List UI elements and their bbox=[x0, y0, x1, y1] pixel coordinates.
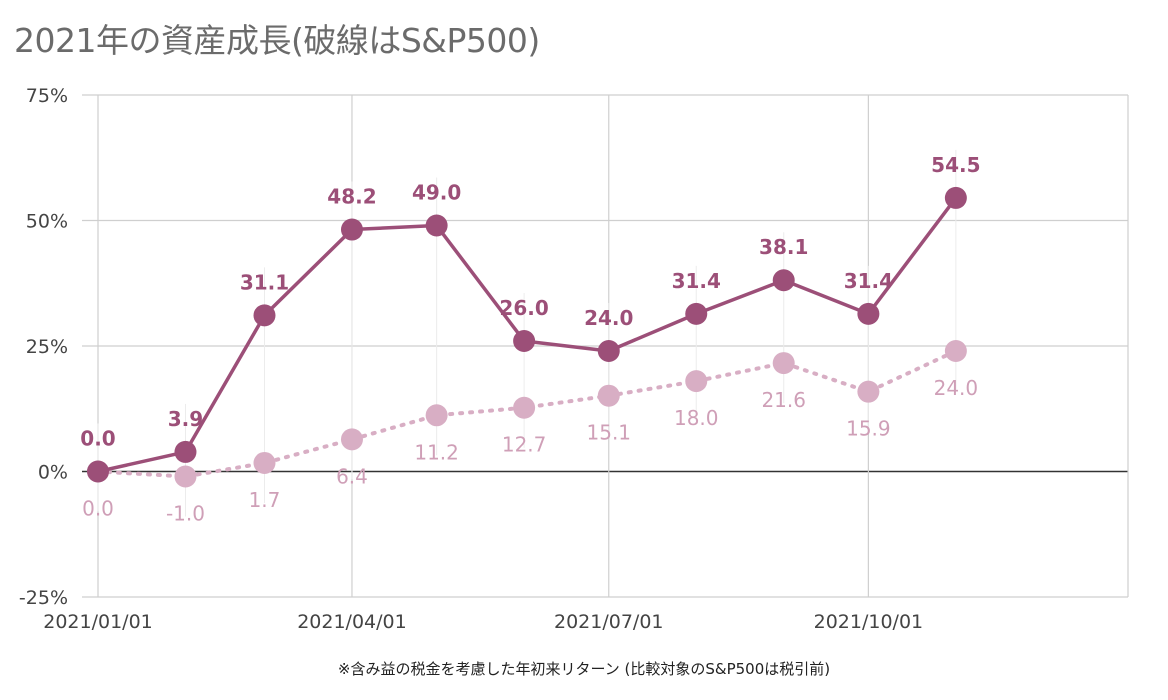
portfolio-data-label: 49.0 bbox=[412, 181, 461, 205]
sp500-data-label: 6.4 bbox=[336, 464, 368, 488]
x-tick-label: 2021/04/01 bbox=[297, 611, 407, 633]
sp500-data-point bbox=[597, 384, 620, 407]
portfolio-data-label: 31.1 bbox=[240, 270, 289, 294]
portfolio-data-label: 38.1 bbox=[759, 235, 808, 259]
portfolio-data-label: 3.9 bbox=[168, 407, 203, 431]
portfolio-data-point bbox=[513, 329, 536, 352]
y-tick-label: 25% bbox=[26, 336, 68, 358]
x-tick-label: 2021/10/01 bbox=[814, 611, 924, 633]
x-tick-label: 2021/07/01 bbox=[554, 611, 664, 633]
portfolio-data-point bbox=[253, 304, 276, 327]
y-tick-label: 50% bbox=[26, 211, 68, 233]
sp500-data-point bbox=[685, 370, 708, 393]
portfolio-data-label: 48.2 bbox=[327, 185, 376, 209]
portfolio-data-label: 24.0 bbox=[584, 306, 633, 330]
sp500-data-point bbox=[772, 352, 795, 375]
sp500-data-label: 1.7 bbox=[249, 488, 281, 512]
sp500-data-label: 12.7 bbox=[502, 433, 547, 457]
portfolio-data-point bbox=[944, 186, 967, 209]
portfolio-data-point bbox=[340, 218, 363, 241]
chart-footnote: ※含み益の税金を考慮した年初来リターン (比較対象のS&P500は税引前) bbox=[337, 660, 831, 678]
sp500-data-point bbox=[944, 340, 967, 363]
portfolio-data-point bbox=[425, 214, 448, 237]
sp500-data-point bbox=[174, 465, 197, 488]
sp500-data-label: 21.6 bbox=[761, 388, 806, 412]
portfolio-data-label: 31.4 bbox=[672, 269, 721, 293]
portfolio-data-point bbox=[597, 340, 620, 363]
portfolio-data-label: 26.0 bbox=[499, 296, 548, 320]
sp500-data-label: 15.9 bbox=[846, 417, 891, 441]
portfolio-data-point bbox=[174, 440, 197, 463]
sp500-data-point bbox=[857, 380, 880, 403]
chart-title: 2021年の資産成長(破線はS&P500) bbox=[14, 21, 540, 60]
sp500-data-label: -1.0 bbox=[166, 502, 205, 526]
portfolio-data-point bbox=[685, 302, 708, 325]
sp500-series-line bbox=[96, 349, 958, 479]
y-tick-label: -25% bbox=[19, 587, 68, 609]
sp500-data-point bbox=[253, 451, 276, 474]
portfolio-data-point bbox=[87, 460, 109, 483]
portfolio-data-point bbox=[857, 302, 880, 325]
portfolio-data-point bbox=[772, 269, 795, 292]
portfolio-data-label: 54.5 bbox=[931, 153, 980, 177]
sp500-data-point bbox=[513, 396, 536, 419]
sp500-data-point bbox=[340, 428, 363, 451]
sp500-data-label: 11.2 bbox=[414, 440, 459, 464]
portfolio-data-label: 0.0 bbox=[80, 427, 115, 451]
y-tick-label: 0% bbox=[38, 462, 68, 484]
sp500-data-point bbox=[425, 404, 448, 427]
sp500-data-label: 0.0 bbox=[82, 497, 114, 521]
sp500-data-label: 18.0 bbox=[674, 406, 719, 430]
sp500-data-label: 24.0 bbox=[934, 376, 979, 400]
sp500-data-label: 15.1 bbox=[587, 421, 632, 445]
y-tick-label: 75% bbox=[26, 85, 68, 107]
x-tick-label: 2021/01/01 bbox=[43, 611, 153, 633]
portfolio-data-label: 31.4 bbox=[844, 269, 893, 293]
